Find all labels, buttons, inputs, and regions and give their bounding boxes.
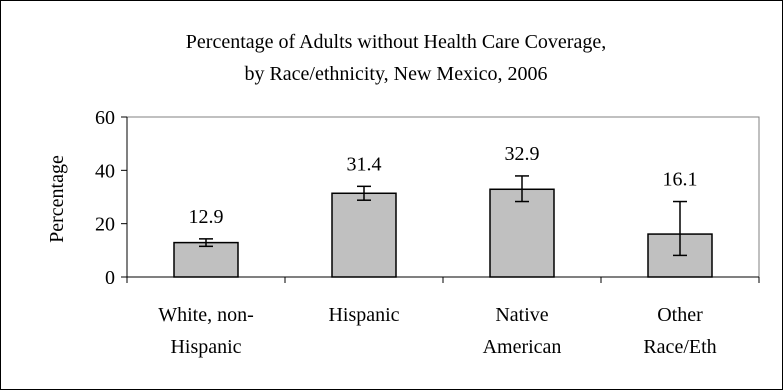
chart-title-line-1: Percentage of Adults without Health Care… [186, 31, 606, 53]
x-tick-label: Other [657, 304, 703, 326]
bar [331, 192, 397, 278]
x-tick-label: Hispanic [328, 304, 399, 326]
x-tick-label: American [483, 336, 562, 358]
data-label: 32.9 [505, 143, 540, 165]
x-tick-label: Native [495, 304, 548, 326]
x-tick-label: White, non- [158, 304, 254, 326]
y-tick-label: 40 [95, 160, 115, 182]
bar [173, 241, 239, 278]
y-tick-label: 60 [95, 107, 115, 129]
chart-title-line-2: by Race/ethnicity, New Mexico, 2006 [244, 63, 547, 85]
data-label: 31.4 [347, 153, 382, 175]
x-tick-label: Race/Eth [643, 336, 716, 358]
data-label: 16.1 [663, 169, 698, 191]
chart-marks: 0 20 40 60 12.9 White, non- Hispanic 31.4 Hispan… [95, 107, 760, 358]
bar [489, 188, 555, 278]
data-label: 12.9 [189, 206, 224, 228]
y-tick-label: 0 [105, 267, 115, 289]
y-axis-label: Percentage [46, 155, 68, 243]
x-tick-label: Hispanic [170, 336, 241, 358]
y-tick-label: 20 [95, 214, 115, 236]
